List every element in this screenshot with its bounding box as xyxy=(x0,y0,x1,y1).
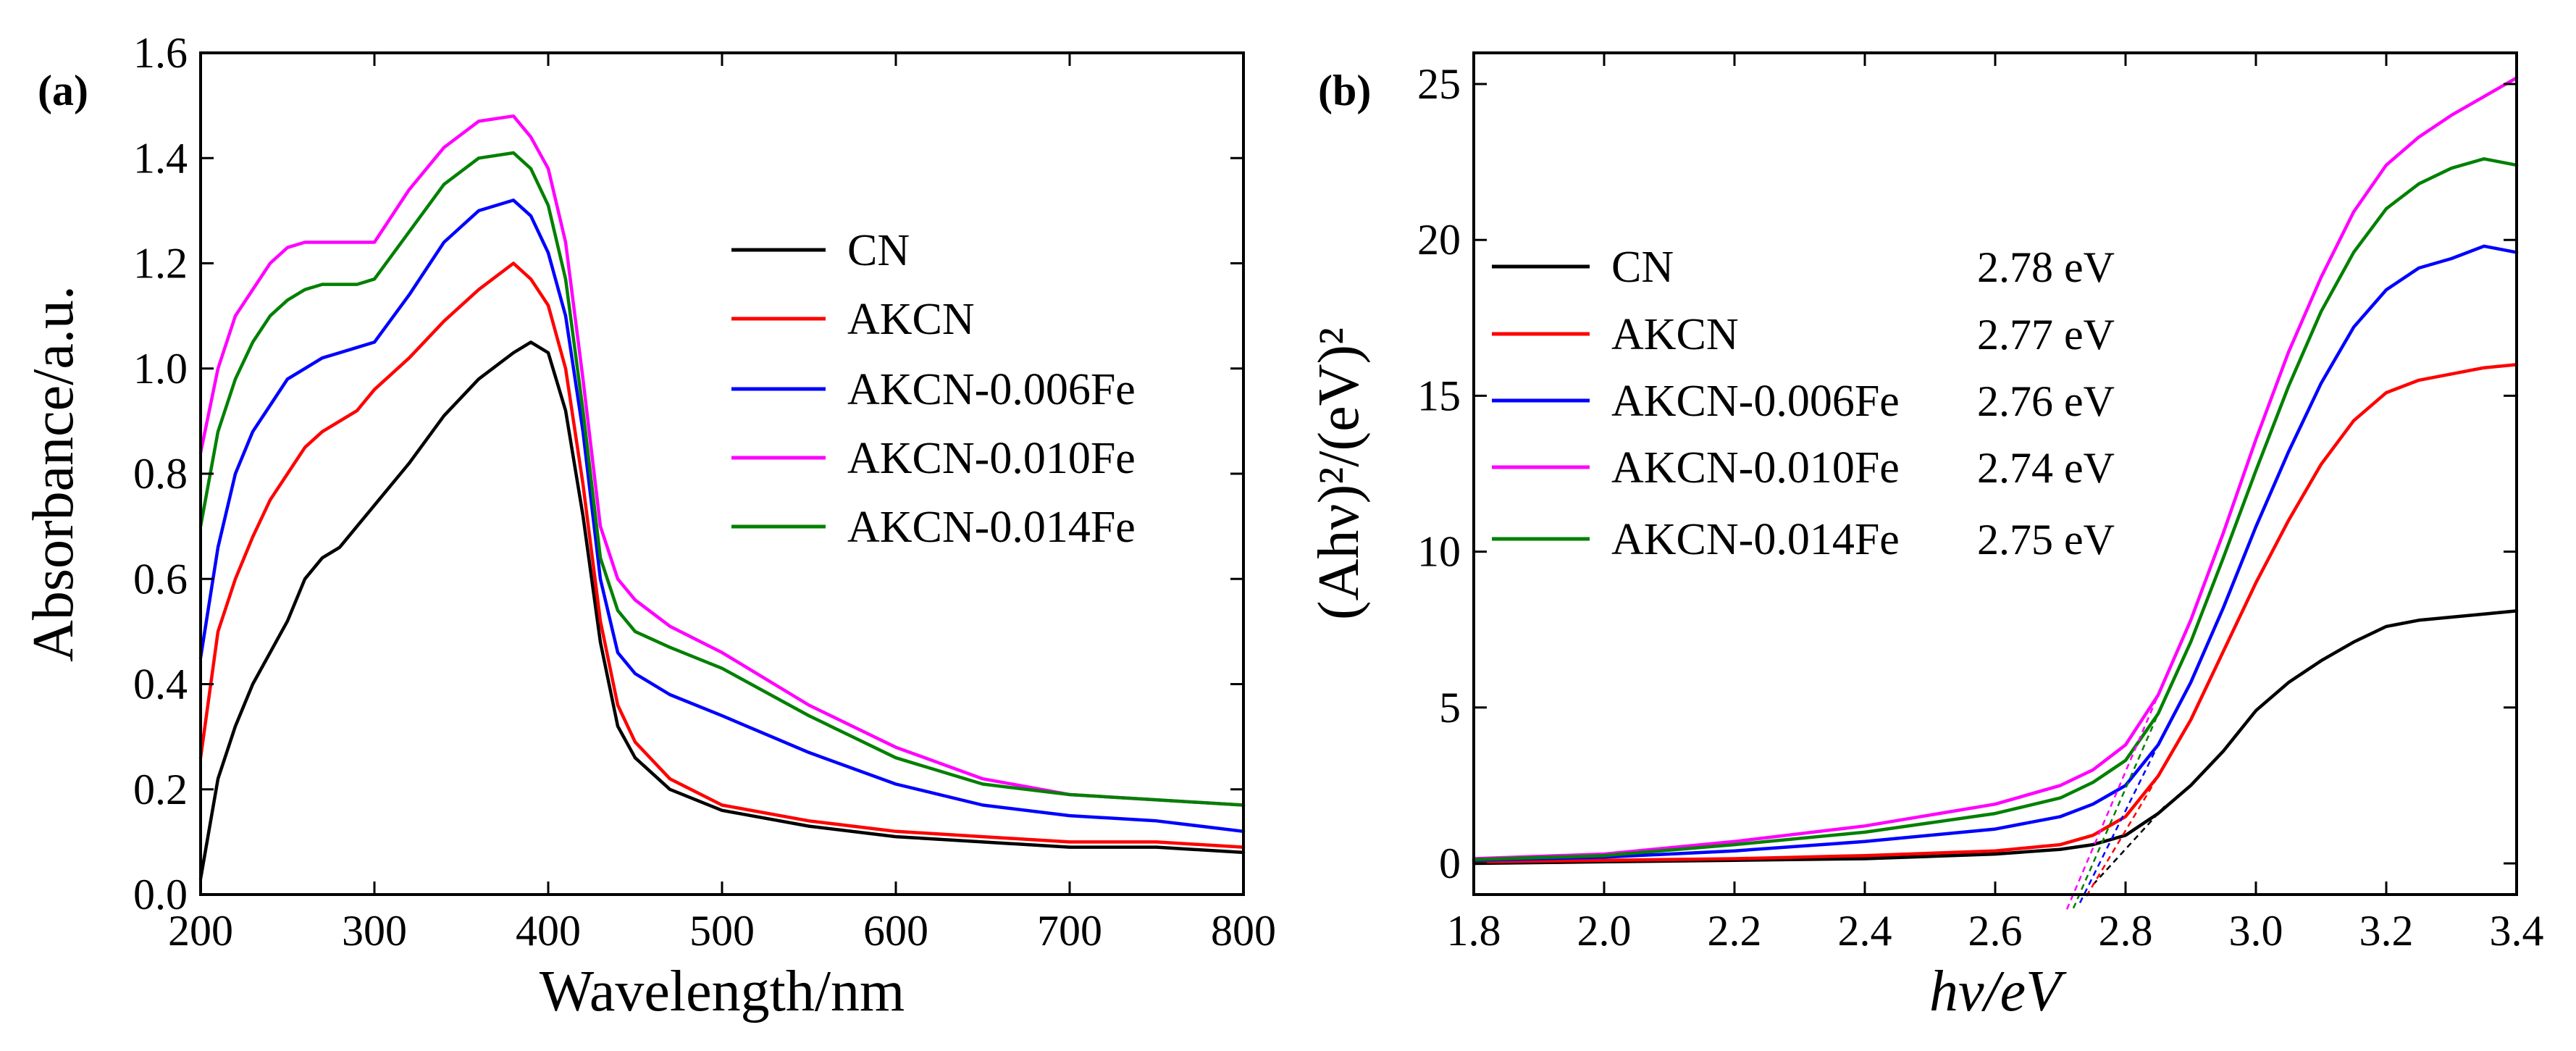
legend-label-a-cn: CN xyxy=(847,226,910,275)
panel-a-legend: CN AKCN AKCN-0.006Fe AKCN-0.010Fe AKCN-0… xyxy=(731,226,1136,552)
gap-label-akcn: 2.77 eV xyxy=(1977,311,2115,359)
panel-b-legend: CN 2.78 eV AKCN 2.77 eV AKCN-0.006Fe 2.7… xyxy=(1492,243,2115,564)
series-line-b-akcn-0-006fe xyxy=(1472,244,2519,862)
tangent-line-cn xyxy=(2092,805,2165,886)
x-tick-label-b: 2.0 xyxy=(1577,907,1632,955)
x-tick-label-b: 2.6 xyxy=(1968,907,2023,955)
y-tick-label-b: 10 xyxy=(1417,528,1461,576)
y-tick-label-a: 0.6 xyxy=(133,555,188,603)
x-tick-label-b: 2.4 xyxy=(1838,907,1892,955)
panel-a-xlabel: Wavelength/nm xyxy=(540,960,905,1023)
series-line-b-cn xyxy=(1472,609,2519,866)
legend-label-b-akcn: AKCN xyxy=(1611,310,1739,359)
gap-label-014: 2.75 eV xyxy=(1977,516,2115,564)
legend-label-a-014: AKCN-0.014Fe xyxy=(847,503,1136,552)
legend-label-a-010: AKCN-0.010Fe xyxy=(847,434,1136,483)
y-tick-label-a: 1.0 xyxy=(133,345,188,393)
panel-b: (b) 1.8 2.0 2.2 2.4 2.6 2.8 3.0 3.2 3.4 0 5 10 15 20 2… xyxy=(1307,51,2544,1023)
panel-b-xlabel: hν/eV xyxy=(1929,960,2067,1023)
y-tick-label-b: 0 xyxy=(1439,839,1461,887)
x-tick-label-a: 600 xyxy=(863,907,928,955)
x-tick-label-b: 3.4 xyxy=(2490,907,2544,955)
y-tick-label-a: 1.6 xyxy=(133,29,188,77)
x-tick-label-a: 800 xyxy=(1211,907,1276,955)
legend-label-b-010: AKCN-0.010Fe xyxy=(1611,443,1900,493)
y-tick-label-a: 0.0 xyxy=(133,871,188,918)
x-tick-label-a: 200 xyxy=(168,907,233,955)
x-tick-label-b: 3.2 xyxy=(2359,907,2414,955)
series-line-a-akcn-0-010fe xyxy=(198,114,1246,807)
gap-label-006: 2.76 eV xyxy=(1977,377,2115,425)
panel-b-ticks: 1.8 2.0 2.2 2.4 2.6 2.8 3.0 3.2 3.4 0 5 10 15 20 25 xyxy=(1417,53,2544,955)
x-tick-label-b: 1.8 xyxy=(1447,907,1501,955)
series-line-a-akcn-0-014fe xyxy=(198,151,1246,807)
y-tick-label-b: 5 xyxy=(1439,684,1461,732)
series-line-a-cn xyxy=(198,340,1246,881)
x-tick-label-b: 2.8 xyxy=(2099,907,2153,955)
series-line-a-akcn xyxy=(198,261,1246,849)
gap-label-cn: 2.78 eV xyxy=(1977,243,2115,291)
series-line-b-akcn-0-010fe xyxy=(1472,76,2519,861)
panel-b-ylabel: (Ahν)²/(eV)² xyxy=(1307,327,1371,620)
x-tick-label-a: 500 xyxy=(689,907,755,955)
gap-label-010: 2.74 eV xyxy=(1977,444,2115,492)
x-tick-label-a: 700 xyxy=(1037,907,1102,955)
x-tick-label-b: 3.0 xyxy=(2229,907,2283,955)
tangent-line-akcn-0-006fe xyxy=(2078,731,2166,904)
panel-b-plot-area xyxy=(1472,76,2519,910)
tangent-line-akcn xyxy=(2085,764,2166,897)
legend-label-b-014: AKCN-0.014Fe xyxy=(1611,515,1900,564)
tangent-line-akcn-0-014fe xyxy=(2072,698,2166,909)
legend-label-a-006: AKCN-0.006Fe xyxy=(847,365,1136,414)
panel-a: (a) 200 300 400 500 600 700 800 0.0 0.2 0.4 0.6 0.8… xyxy=(22,29,1276,1023)
y-tick-label-a: 0.2 xyxy=(133,766,188,813)
y-tick-label-a: 0.4 xyxy=(133,661,188,708)
series-line-a-akcn-0-006fe xyxy=(198,198,1246,834)
legend-label-b-cn: CN xyxy=(1611,243,1674,292)
panel-label-a: (a) xyxy=(38,67,88,114)
y-tick-label-a: 0.8 xyxy=(133,450,188,498)
panel-a-ylabel: Absorbance/a.u. xyxy=(22,285,85,662)
legend-label-a-akcn: AKCN xyxy=(847,295,975,344)
y-tick-label-b: 15 xyxy=(1417,372,1461,419)
panel-a-plot-area xyxy=(198,114,1246,881)
y-tick-label-b: 25 xyxy=(1417,60,1461,108)
x-tick-label-a: 300 xyxy=(342,907,407,955)
y-tick-label-b: 20 xyxy=(1417,216,1461,264)
y-tick-label-a: 1.4 xyxy=(133,134,188,182)
series-line-b-akcn-0-014fe xyxy=(1472,157,2519,862)
panel-a-ticks: 200 300 400 500 600 700 800 0.0 0.2 0.4 0.6 0.8 1.0 1… xyxy=(133,29,1276,955)
x-tick-label-a: 400 xyxy=(516,907,581,955)
tangent-line-akcn-0-010fe xyxy=(2065,679,2166,910)
legend-label-b-006: AKCN-0.006Fe xyxy=(1611,377,1900,426)
series-line-b-akcn xyxy=(1472,363,2519,864)
x-tick-label-b: 2.2 xyxy=(1708,907,1762,955)
panel-label-b: (b) xyxy=(1318,67,1371,114)
y-tick-label-a: 1.2 xyxy=(133,240,188,288)
